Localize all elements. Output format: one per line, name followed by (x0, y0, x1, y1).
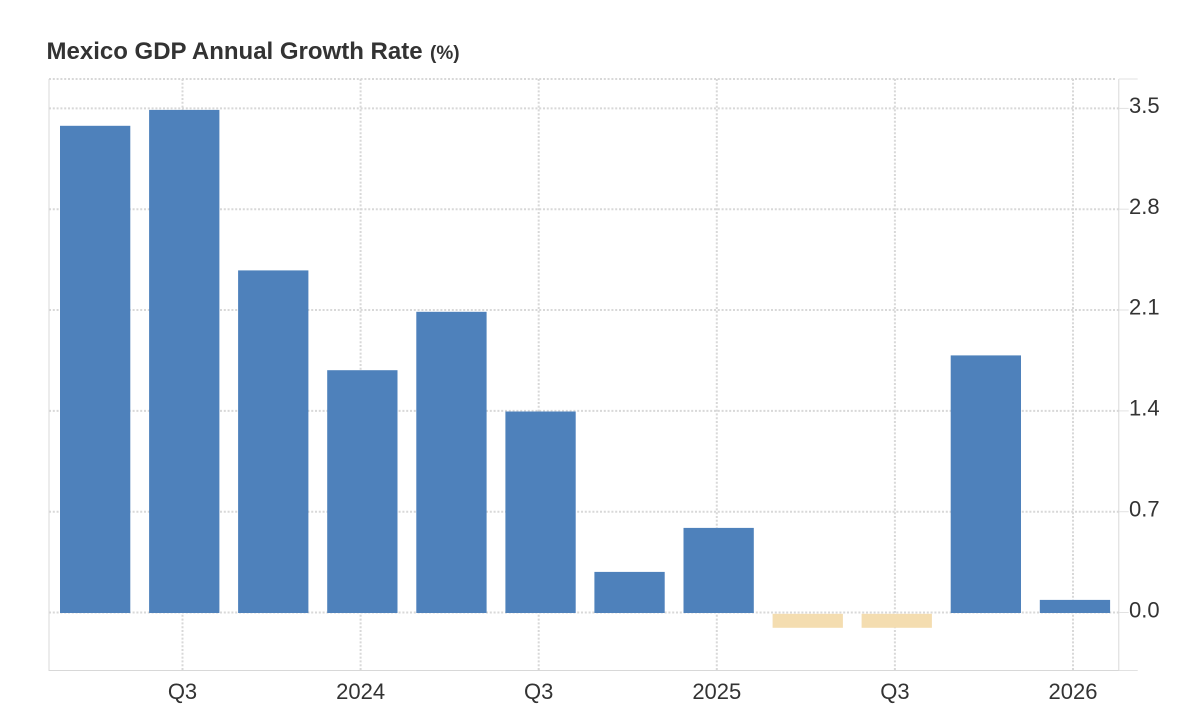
svg-text:(%): (%) (430, 43, 460, 64)
svg-text:Q3: Q3 (880, 679, 909, 704)
svg-text:2024: 2024 (336, 679, 385, 704)
svg-text:2025: 2025 (692, 679, 741, 704)
svg-text:2026: 2026 (1049, 679, 1098, 704)
svg-text:Q3: Q3 (168, 679, 197, 704)
svg-text:2.1: 2.1 (1129, 295, 1160, 320)
svg-text:Q3: Q3 (524, 679, 553, 704)
svg-text:3.5: 3.5 (1129, 93, 1160, 118)
svg-text:1.4: 1.4 (1129, 396, 1160, 421)
svg-text:Mexico GDP Annual Growth Rate: Mexico GDP Annual Growth Rate (47, 38, 423, 65)
svg-text:0.7: 0.7 (1129, 497, 1160, 522)
svg-text:2.8: 2.8 (1129, 194, 1160, 219)
svg-text:0.0: 0.0 (1129, 597, 1160, 622)
